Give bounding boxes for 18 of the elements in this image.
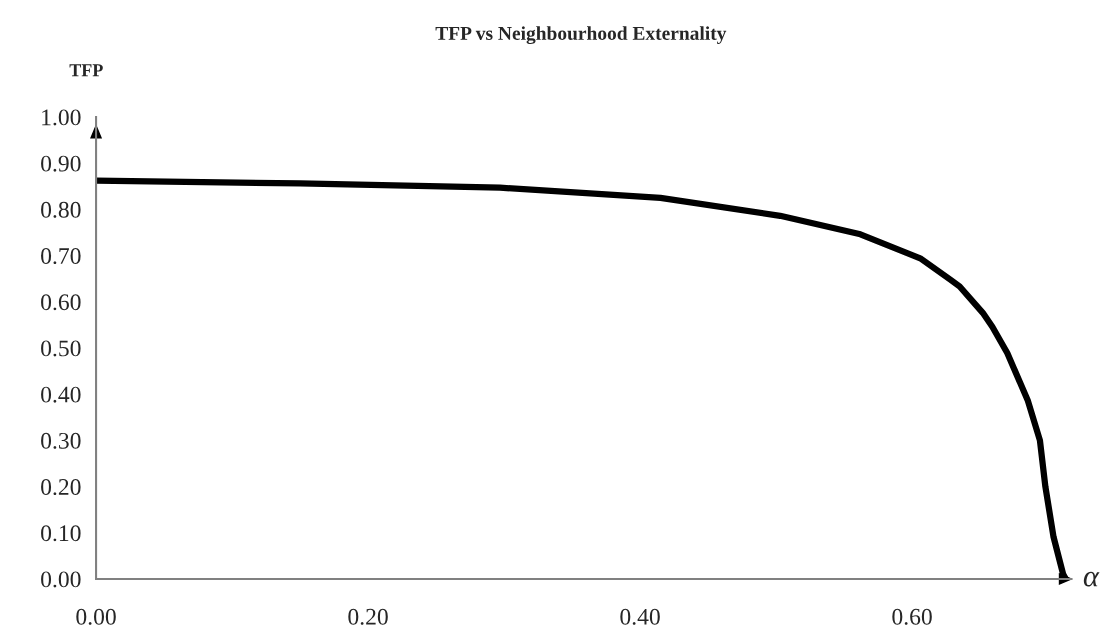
y-tick-label: 0.70	[41, 248, 81, 265]
x-tick-label: 0.60	[892, 608, 932, 625]
y-tick-label: 0.00	[41, 571, 81, 588]
y-tick-label: 0.30	[41, 432, 81, 449]
y-axis-title: TFP	[69, 64, 103, 77]
x-tick-label: 0.40	[620, 608, 660, 625]
x-tick-label: 0.20	[348, 608, 388, 625]
y-tick-label: 0.10	[41, 525, 81, 542]
x-axis-title: α	[1083, 571, 1100, 587]
y-tick-label: 0.50	[41, 340, 81, 357]
chart-title: TFP vs Neighbourhood Externality	[435, 26, 727, 45]
y-tick-label: 0.80	[41, 201, 81, 218]
y-tick-label: 0.60	[41, 294, 81, 311]
y-tick-label: 1.00	[42, 109, 81, 126]
y-tick-label: 0.90	[41, 155, 81, 172]
y-tick-label: 0.40	[41, 386, 81, 403]
y-tick-label: 0.20	[41, 479, 81, 496]
x-tick-label: 0.00	[76, 608, 116, 625]
